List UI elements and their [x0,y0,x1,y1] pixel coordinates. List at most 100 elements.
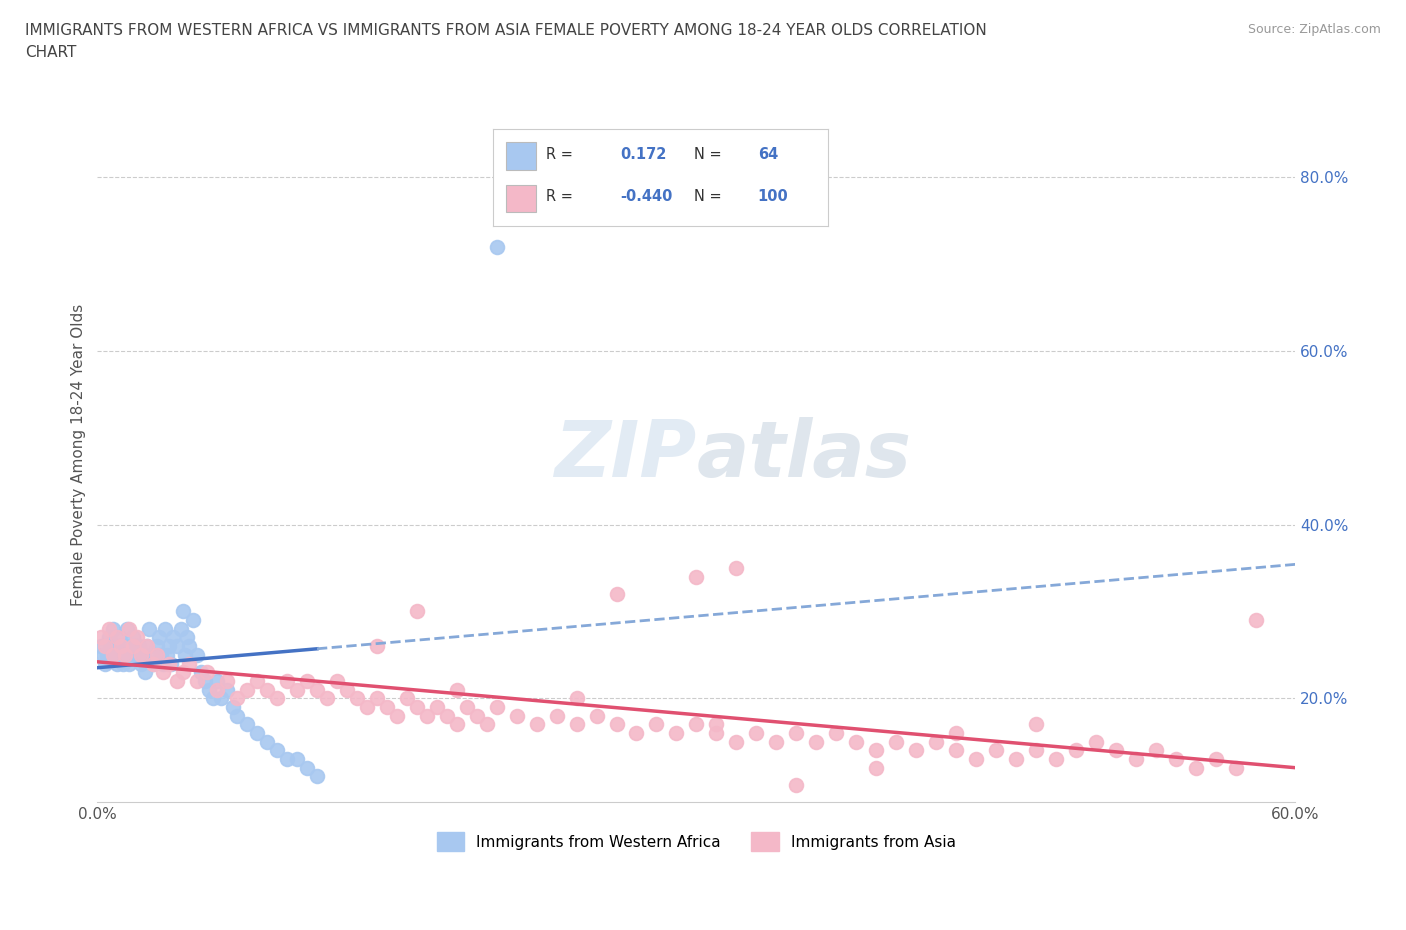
Point [585,708,607,723]
Point [217,673,239,688]
Point [1144,743,1167,758]
Point [446,717,468,732]
Point [685,569,707,584]
Point [105,630,128,644]
Point [256,682,278,697]
Point [845,734,868,749]
Point [129,647,152,662]
Point [98,621,121,636]
Point [127,647,149,662]
Point [606,587,628,602]
Point [190,665,212,680]
Point [142,656,165,671]
Point [485,239,508,254]
Point [198,682,221,697]
Point [366,639,388,654]
Point [806,734,828,749]
Point [276,751,298,766]
Point [305,682,328,697]
Text: ZIP: ZIP [554,418,696,493]
Point [160,656,183,671]
Point [326,673,349,688]
Point [205,682,228,697]
Point [94,639,117,654]
Point [356,699,378,714]
Point [136,639,159,654]
Point [1164,751,1187,766]
Point [186,673,208,688]
Point [103,621,125,636]
Point [295,760,318,775]
Point [122,630,145,644]
Point [485,699,508,714]
Point [405,699,427,714]
Point [138,621,160,636]
Point [405,604,427,618]
Point [295,673,318,688]
Point [246,673,269,688]
Point [129,656,152,671]
Point [1184,760,1206,775]
Point [162,630,184,644]
Point [426,699,449,714]
Point [626,725,648,740]
Point [1045,751,1067,766]
Point [416,708,439,723]
Point [905,743,928,758]
Point [884,734,907,749]
Point [117,621,139,636]
Point [152,656,174,671]
Point [285,682,308,697]
Point [94,656,117,671]
Point [124,639,146,654]
Point [526,717,548,732]
Point [436,708,458,723]
Point [122,639,145,654]
Point [1084,734,1107,749]
Point [98,630,121,644]
Point [246,725,269,740]
Point [266,743,288,758]
Point [176,630,198,644]
Point [346,691,368,706]
Point [141,647,163,662]
Point [945,743,967,758]
Point [114,647,136,662]
Point [226,708,249,723]
Point [93,647,115,662]
Point [606,717,628,732]
Point [174,647,197,662]
Point [1025,743,1047,758]
Point [170,621,193,636]
Point [181,613,204,628]
Point [336,682,359,697]
Point [202,691,225,706]
Point [217,682,239,697]
Point [865,760,887,775]
Point [166,673,188,688]
Point [103,647,125,662]
Point [446,682,468,697]
Point [945,725,967,740]
Point [146,639,169,654]
Legend: Immigrants from Western Africa, Immigrants from Asia: Immigrants from Western Africa, Immigran… [430,827,962,857]
Point [685,717,707,732]
Point [90,639,112,654]
Point [150,647,173,662]
Point [305,769,328,784]
Point [142,656,165,671]
Point [725,561,748,576]
Point [785,725,807,740]
Point [172,665,194,680]
Point [172,604,194,618]
Point [146,647,169,662]
Point [236,682,259,697]
Point [104,647,127,662]
Point [236,717,259,732]
Point [105,639,128,654]
Point [120,647,142,662]
Point [456,699,478,714]
Point [114,639,136,654]
Y-axis label: Female Poverty Among 18-24 Year Olds: Female Poverty Among 18-24 Year Olds [72,304,86,606]
Point [157,656,180,671]
